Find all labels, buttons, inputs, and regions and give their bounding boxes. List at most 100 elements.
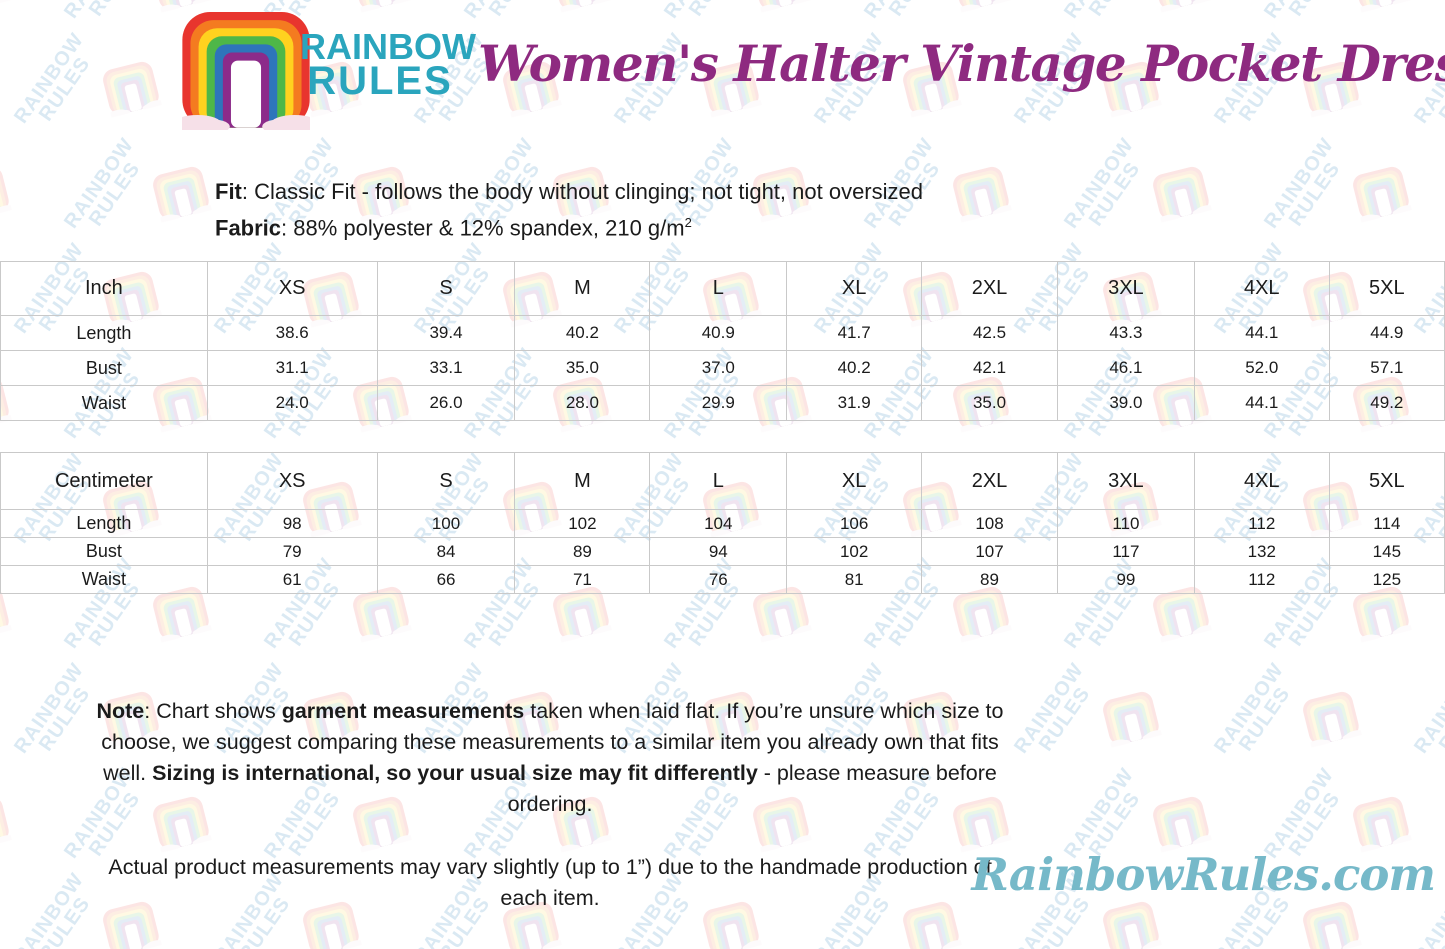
- brand-wordmark: RAINBOW RULES: [300, 26, 476, 104]
- measurement-value-cell: 40.2: [514, 315, 651, 351]
- size-column-header: L: [649, 261, 788, 316]
- measurement-row: Waist 61 66 71 76 81 89 99 112 125: [0, 565, 1445, 594]
- size-table-centimeter: Centimeter XS S M L XL 2XL 3XL 4XL 5XL Length 98 100…: [0, 452, 1445, 594]
- size-column-header: 4XL: [1193, 261, 1330, 316]
- size-column-header: XL: [786, 452, 923, 510]
- watermark-logo-icon: [0, 164, 15, 222]
- size-table-header-row: Centimeter XS S M L XL 2XL 3XL 4XL 5XL: [0, 452, 1445, 510]
- measurement-value-cell: 35.0: [514, 350, 651, 386]
- size-column-header: 2XL: [921, 452, 1058, 510]
- size-column-header: M: [514, 452, 651, 510]
- measurement-label-cell: Bust: [0, 537, 208, 566]
- measurement-value-cell: 49.2: [1328, 385, 1445, 421]
- measurement-value-cell: 24.0: [206, 385, 378, 421]
- watermark-logo-icon: [1100, 899, 1165, 949]
- watermark-logo-icon: [750, 0, 815, 14]
- measurement-value-cell: 76: [649, 565, 788, 594]
- watermark-logo-icon: [150, 164, 215, 224]
- watermark-logo-icon: [1350, 794, 1415, 854]
- measurement-value-cell: 98: [206, 509, 378, 538]
- watermark-text: RAINBOW RULES: [1010, 659, 1095, 758]
- measurement-value-cell: 37.0: [649, 350, 788, 386]
- measurement-value-cell: 40.2: [786, 350, 923, 386]
- fit-line: Fit: Classic Fit - follows the body with…: [215, 179, 923, 204]
- measurement-value-cell: 94: [649, 537, 788, 566]
- sizing-note: Note: Chart shows garment measurements t…: [96, 699, 1004, 816]
- measurement-value-cell: 66: [376, 565, 516, 594]
- measurement-value-cell: 43.3: [1056, 315, 1195, 351]
- measurement-value-cell: 110: [1056, 509, 1195, 538]
- watermark-logo-icon: [1300, 689, 1365, 749]
- measurement-value-cell: 31.1: [206, 350, 378, 386]
- measurement-label-cell: Bust: [0, 350, 208, 386]
- measurement-value-cell: 102: [514, 509, 651, 538]
- measurement-value-cell: 38.6: [206, 315, 378, 351]
- measurement-value-cell: 44.1: [1193, 315, 1330, 351]
- watermark-logo-icon: [0, 0, 15, 13]
- measurement-row: Length 98 100 102 104 106 108 110 112 114: [0, 509, 1445, 538]
- measurement-value-cell: 40.9: [649, 315, 788, 351]
- measurement-value-cell: 106: [786, 509, 923, 538]
- size-column-header: 5XL: [1328, 452, 1445, 510]
- measurement-value-cell: 42.5: [921, 315, 1058, 351]
- watermark-text: RAINBOW RULES: [1260, 0, 1353, 33]
- measurement-value-cell: 44.1: [1193, 385, 1330, 421]
- unit-header-cell: Centimeter: [0, 452, 208, 510]
- brand-line-rules: RULES: [307, 59, 453, 104]
- watermark-logo-icon: [1100, 689, 1165, 749]
- watermark-text: RAINBOW RULES: [660, 0, 753, 33]
- measurement-value-cell: 31.9: [786, 385, 923, 421]
- measurement-value-cell: 39.0: [1056, 385, 1195, 421]
- measurement-label-cell: Length: [0, 509, 208, 538]
- size-column-header: 3XL: [1056, 261, 1195, 316]
- watermark-logo-icon: [1350, 0, 1415, 14]
- size-table-inch: Inch XS S M L XL 2XL 3XL 4XL 5XL Length 38.6 39.4 40.…: [0, 261, 1445, 421]
- size-column-header: 5XL: [1328, 261, 1445, 316]
- measurement-value-cell: 132: [1193, 537, 1330, 566]
- product-info: Fit: Classic Fit - follows the body with…: [215, 176, 1175, 243]
- measurement-value-cell: 61: [206, 565, 378, 594]
- watermark-text: RAINBOW RULES: [10, 659, 95, 758]
- size-column-header: XS: [206, 452, 378, 510]
- watermark-logo-icon: [1150, 0, 1215, 14]
- size-column-header: S: [376, 452, 516, 510]
- watermark-logo-icon: [550, 0, 615, 14]
- size-column-header: L: [649, 452, 788, 510]
- measurement-value-cell: 81: [786, 565, 923, 594]
- size-column-header: S: [376, 261, 516, 316]
- measurement-label-cell: Waist: [0, 385, 208, 421]
- measurement-value-cell: 114: [1328, 509, 1445, 538]
- watermark-text: RAINBOW RULES: [1060, 0, 1153, 33]
- measurement-value-cell: 52.0: [1193, 350, 1330, 386]
- measurement-value-cell: 112: [1193, 509, 1330, 538]
- watermark-text: RAINBOW RULES: [60, 134, 145, 233]
- size-column-header: 2XL: [921, 261, 1058, 316]
- size-column-header: 3XL: [1056, 452, 1195, 510]
- size-column-header: M: [514, 261, 651, 316]
- website-signature: RainbowRules.com: [971, 848, 1436, 901]
- size-column-header: XL: [786, 261, 923, 316]
- measurement-value-cell: 44.9: [1328, 315, 1445, 351]
- measurement-value-cell: 125: [1328, 565, 1445, 594]
- measurement-value-cell: 117: [1056, 537, 1195, 566]
- fabric-line: Fabric: 88% polyester & 12% spandex, 210…: [215, 215, 692, 241]
- measurement-row: Bust 31.1 33.1 35.0 37.0 40.2 42.1 46.1 52.0 57.1: [0, 350, 1445, 386]
- watermark-logo-icon: [0, 794, 15, 852]
- measurement-value-cell: 108: [921, 509, 1058, 538]
- watermark-text: RAINBOW RULES: [10, 29, 95, 128]
- measurement-row: Bust 79 84 89 94 102 107 117 132 145: [0, 537, 1445, 566]
- measurement-value-cell: 89: [921, 565, 1058, 594]
- watermark-text: RAINBOW RULES: [1260, 134, 1345, 233]
- watermark-text: RAINBOW RULES: [1210, 659, 1295, 758]
- measurement-label-cell: Waist: [0, 565, 208, 594]
- measurement-value-cell: 35.0: [921, 385, 1058, 421]
- measurement-value-cell: 28.0: [514, 385, 651, 421]
- measurement-row: Length 38.6 39.4 40.2 40.9 41.7 42.5 43.3 44.1 44…: [0, 315, 1445, 351]
- watermark-logo-icon: [350, 0, 415, 14]
- brand-line-rainbow: RAINBOW: [300, 26, 476, 67]
- page-title: Women's Halter Vintage Pocket Dress: [478, 34, 1445, 93]
- measurement-value-cell: 100: [376, 509, 516, 538]
- watermark-text: RAINBOW RULES: [10, 869, 95, 949]
- watermark-text: RAINBOW RULES: [1410, 659, 1445, 758]
